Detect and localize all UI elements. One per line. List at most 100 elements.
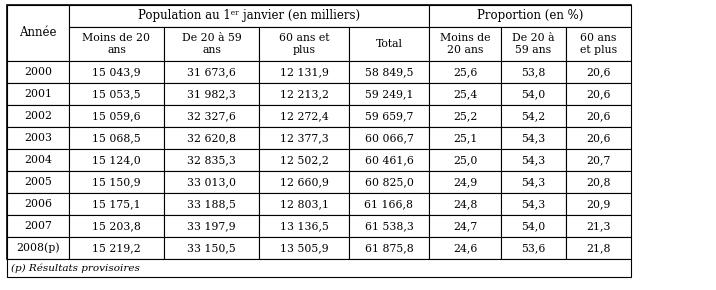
Text: 25,1: 25,1	[453, 133, 477, 143]
Bar	[7, 259, 631, 277]
Bar	[259, 61, 349, 83]
Bar	[7, 5, 631, 259]
Bar	[259, 149, 349, 171]
Text: 25,0: 25,0	[453, 155, 477, 165]
Text: 15 059,6: 15 059,6	[92, 111, 141, 121]
Text: 33 188,5: 33 188,5	[187, 199, 236, 209]
Bar	[164, 149, 259, 171]
Bar	[501, 215, 566, 237]
Bar	[501, 61, 566, 83]
Bar	[349, 149, 429, 171]
Text: 2004: 2004	[24, 155, 52, 165]
Text: 12 377,3: 12 377,3	[280, 133, 329, 143]
Bar	[349, 27, 429, 61]
Text: 12 213,2: 12 213,2	[279, 89, 329, 99]
Bar	[501, 171, 566, 193]
Text: 58 849,5: 58 849,5	[364, 67, 413, 77]
Text: 54,3: 54,3	[521, 133, 546, 143]
Text: 24,8: 24,8	[453, 199, 477, 209]
Bar	[69, 215, 164, 237]
Text: 33 197,9: 33 197,9	[187, 221, 236, 231]
Text: Population au 1ᵉʳ janvier (en milliers): Population au 1ᵉʳ janvier (en milliers)	[138, 10, 360, 23]
Text: 33 150,5: 33 150,5	[187, 243, 236, 253]
Bar	[429, 193, 501, 215]
Bar	[259, 215, 349, 237]
Text: 21,8: 21,8	[586, 243, 611, 253]
Text: 54,3: 54,3	[521, 177, 546, 187]
Bar	[7, 149, 69, 171]
Text: 21,3: 21,3	[586, 221, 611, 231]
Bar	[349, 237, 429, 259]
Text: 20,6: 20,6	[586, 67, 611, 77]
Text: 2007: 2007	[24, 221, 52, 231]
Text: 60 461,6: 60 461,6	[364, 155, 413, 165]
Text: 32 620,8: 32 620,8	[187, 133, 236, 143]
Bar	[164, 83, 259, 105]
Bar	[164, 237, 259, 259]
Bar	[429, 127, 501, 149]
Bar	[7, 61, 69, 83]
Bar	[349, 105, 429, 127]
Bar	[429, 215, 501, 237]
Bar	[349, 127, 429, 149]
Bar	[501, 27, 566, 61]
Bar	[69, 105, 164, 127]
Bar	[566, 105, 631, 127]
Text: 59 659,7: 59 659,7	[365, 111, 413, 121]
Text: De 20 à
59 ans: De 20 à 59 ans	[512, 33, 555, 55]
Bar	[349, 193, 429, 215]
Text: 53,6: 53,6	[521, 243, 546, 253]
Text: 24,6: 24,6	[453, 243, 477, 253]
Bar	[566, 171, 631, 193]
Bar	[566, 149, 631, 171]
Text: 20,6: 20,6	[586, 133, 611, 143]
Bar	[349, 215, 429, 237]
Bar	[429, 171, 501, 193]
Bar	[501, 149, 566, 171]
Text: 31 673,6: 31 673,6	[187, 67, 236, 77]
Text: 12 131,9: 12 131,9	[279, 67, 329, 77]
Bar	[566, 27, 631, 61]
Bar	[429, 5, 631, 27]
Text: Total: Total	[375, 39, 402, 49]
Bar	[164, 27, 259, 61]
Bar	[566, 237, 631, 259]
Bar	[259, 237, 349, 259]
Bar	[69, 193, 164, 215]
Bar	[69, 5, 429, 27]
Text: 20,8: 20,8	[586, 177, 611, 187]
Bar	[7, 237, 69, 259]
Text: 15 203,8: 15 203,8	[92, 221, 141, 231]
Bar	[501, 105, 566, 127]
Bar	[69, 149, 164, 171]
Text: 25,2: 25,2	[453, 111, 477, 121]
Bar	[69, 127, 164, 149]
Bar	[566, 127, 631, 149]
Text: 15 219,2: 15 219,2	[92, 243, 141, 253]
Bar	[566, 61, 631, 83]
Text: 61 538,3: 61 538,3	[364, 221, 413, 231]
Bar	[566, 83, 631, 105]
Bar	[69, 171, 164, 193]
Bar	[566, 215, 631, 237]
Text: Année: Année	[19, 26, 57, 39]
Text: 2003: 2003	[24, 133, 52, 143]
Text: 20,7: 20,7	[586, 155, 611, 165]
Bar	[501, 193, 566, 215]
Text: 60 ans
et plus: 60 ans et plus	[580, 33, 617, 55]
Text: 24,9: 24,9	[453, 177, 477, 187]
Bar	[164, 105, 259, 127]
Text: Proportion (en %): Proportion (en %)	[477, 10, 584, 23]
Bar	[429, 237, 501, 259]
Text: 25,6: 25,6	[453, 67, 477, 77]
Text: 15 175,1: 15 175,1	[92, 199, 141, 209]
Text: 61 166,8: 61 166,8	[364, 199, 414, 209]
Text: 2006: 2006	[24, 199, 52, 209]
Bar	[429, 149, 501, 171]
Text: 2001: 2001	[24, 89, 52, 99]
Text: 12 803,1: 12 803,1	[279, 199, 329, 209]
Bar	[349, 61, 429, 83]
Bar	[259, 193, 349, 215]
Bar	[164, 171, 259, 193]
Text: 20,6: 20,6	[586, 89, 611, 99]
